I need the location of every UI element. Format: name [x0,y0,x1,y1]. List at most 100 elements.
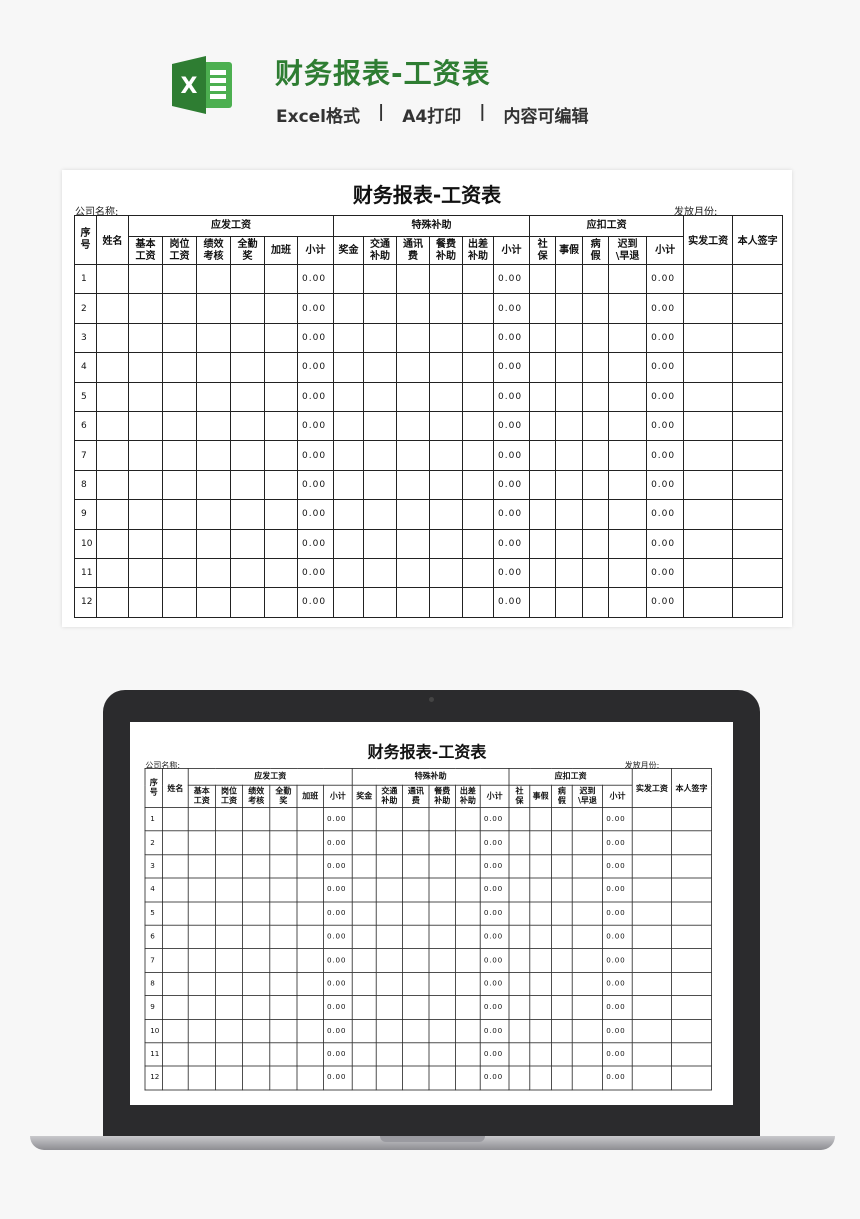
table-cell[interactable] [608,293,648,324]
table-cell[interactable] [428,1065,456,1091]
table-cell[interactable] [551,995,573,1020]
table-cell[interactable] [555,293,584,324]
table-cell[interactable] [571,807,604,832]
table-cell[interactable] [162,557,197,589]
table-cell[interactable] [429,352,464,383]
table-cell[interactable] [732,410,784,442]
subtotal-earnings[interactable]: 0.00 [322,807,353,832]
table-cell[interactable] [269,1065,298,1091]
table-cell[interactable] [631,807,672,832]
table-cell[interactable] [264,381,298,412]
subtotal-allowance[interactable]: 0.00 [493,528,531,559]
table-cell[interactable] [462,499,495,530]
table-cell[interactable] [162,381,197,412]
table-cell[interactable] [428,924,456,950]
table-cell[interactable] [671,1042,712,1067]
table-cell[interactable] [455,1018,481,1044]
table-cell[interactable] [162,263,197,295]
table-cell[interactable] [631,971,672,997]
table-cell[interactable] [529,995,552,1020]
subtotal-earnings[interactable]: 0.00 [322,854,353,879]
table-cell[interactable] [683,352,734,383]
table-cell[interactable] [732,469,784,501]
table-cell[interactable] [162,1065,189,1091]
table-cell[interactable] [508,1042,531,1067]
table-cell[interactable] [375,1042,404,1067]
table-cell[interactable] [187,995,216,1020]
table-cell[interactable] [375,924,404,950]
subtotal-earnings[interactable]: 0.00 [322,995,353,1020]
table-cell[interactable] [529,410,557,442]
table-cell[interactable] [582,322,610,354]
table-cell[interactable] [333,381,365,412]
table-cell[interactable] [571,924,604,950]
table-cell[interactable] [529,381,557,412]
table-cell[interactable] [529,1065,552,1091]
table-cell[interactable] [264,587,298,618]
table-cell[interactable] [351,924,377,950]
table-cell[interactable] [333,469,365,501]
table-cell[interactable] [333,352,365,383]
table-cell[interactable] [363,528,398,559]
subtotal-deduction[interactable]: 0.00 [646,499,685,530]
subtotal-allowance[interactable]: 0.00 [479,807,510,832]
table-cell[interactable] [230,587,265,618]
table-cell[interactable] [375,854,404,879]
subtotal-deduction[interactable]: 0.00 [646,263,685,295]
table-cell[interactable] [296,901,324,926]
table-cell[interactable] [429,440,464,471]
table-cell[interactable] [162,322,197,354]
subtotal-allowance[interactable]: 0.00 [479,995,510,1020]
table-cell[interactable] [128,528,163,559]
table-cell[interactable] [551,877,573,903]
table-cell[interactable] [128,587,163,618]
table-cell[interactable] [363,381,398,412]
table-cell[interactable] [529,293,557,324]
table-cell[interactable] [363,293,398,324]
table-cell[interactable] [582,440,610,471]
table-cell[interactable] [551,854,573,879]
table-cell[interactable] [555,322,584,354]
table-cell[interactable] [296,807,324,832]
table-cell[interactable] [455,924,481,950]
table-cell[interactable] [582,263,610,295]
table-cell[interactable] [269,1042,298,1067]
table-cell[interactable] [582,352,610,383]
table-cell[interactable] [396,263,431,295]
table-cell[interactable] [230,499,265,530]
table-cell[interactable] [269,854,298,879]
table-cell[interactable] [396,381,431,412]
table-cell[interactable] [582,587,610,618]
table-cell[interactable] [732,499,784,530]
table-cell[interactable] [683,263,734,295]
table-cell[interactable] [230,410,265,442]
table-cell[interactable] [529,322,557,354]
table-cell[interactable] [529,901,552,926]
table-cell[interactable] [671,995,712,1020]
table-cell[interactable] [296,924,324,950]
table-cell[interactable] [508,877,531,903]
table-cell[interactable] [363,587,398,618]
table-cell[interactable] [296,971,324,997]
table-cell[interactable] [196,440,231,471]
table-cell[interactable] [428,901,456,926]
table-cell[interactable] [351,948,377,973]
table-cell[interactable] [671,877,712,903]
table-cell[interactable] [333,263,365,295]
table-cell[interactable] [351,995,377,1020]
table-cell[interactable] [582,528,610,559]
table-cell[interactable] [455,1065,481,1091]
table-cell[interactable] [264,322,298,354]
table-cell[interactable] [582,469,610,501]
subtotal-deduction[interactable]: 0.00 [602,901,633,926]
table-cell[interactable] [214,924,244,950]
table-cell[interactable] [608,528,648,559]
table-cell[interactable] [631,995,672,1020]
table-cell[interactable] [269,1018,298,1044]
table-cell[interactable] [631,877,672,903]
table-cell[interactable] [429,322,464,354]
table-cell[interactable] [375,1018,404,1044]
table-cell[interactable] [551,1065,573,1091]
table-cell[interactable] [363,440,398,471]
table-cell[interactable] [196,410,231,442]
